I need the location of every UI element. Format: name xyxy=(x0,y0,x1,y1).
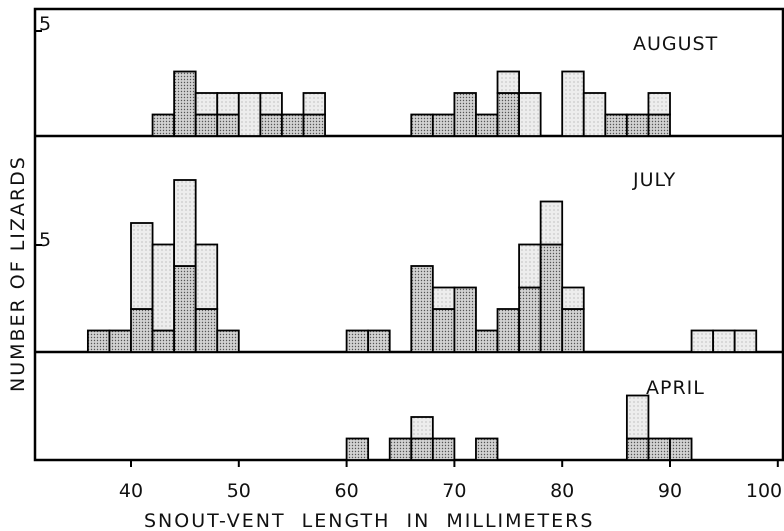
x-tick-label: 70 xyxy=(442,480,466,502)
bar-july-lower xyxy=(475,329,499,353)
x-tick-label: 100 xyxy=(746,480,782,502)
bar-august-upper xyxy=(518,92,542,137)
bar-april-lower xyxy=(388,437,413,461)
bar-august-lower xyxy=(194,113,219,137)
bar-august-upper xyxy=(647,92,671,116)
bar-july-upper xyxy=(561,286,585,310)
panel-label-july: JULY xyxy=(632,169,676,191)
bar-april-upper xyxy=(625,394,650,440)
x-tick-label: 50 xyxy=(227,480,251,502)
bar-july-upper xyxy=(151,243,176,332)
bar-july-upper xyxy=(539,200,564,246)
bar-july-upper xyxy=(173,179,197,267)
bar-august-lower xyxy=(302,113,326,137)
bars-layer xyxy=(86,70,758,461)
bar-july-lower xyxy=(518,286,542,353)
bar-april-lower xyxy=(410,437,434,461)
bar-july-lower xyxy=(86,329,111,353)
bar-august-lower xyxy=(647,113,671,137)
bar-august-lower xyxy=(453,92,477,137)
y-tick-label-august: 5 xyxy=(39,13,51,35)
bar-august-upper xyxy=(496,70,520,94)
bar-august-upper xyxy=(302,92,326,116)
bar-august-lower xyxy=(216,113,240,137)
bar-august-lower xyxy=(151,113,176,137)
bar-april-lower xyxy=(647,437,671,461)
bar-july-lower xyxy=(108,329,132,353)
bar-april-lower xyxy=(431,437,456,461)
x-axis-title: SNOUT-VENT LENGTH IN MILLIMETERS xyxy=(144,510,594,531)
panel-label-april: APRIL xyxy=(646,377,705,399)
bar-july-upper xyxy=(194,243,219,310)
bar-july-upper xyxy=(733,329,758,353)
bar-april-lower xyxy=(625,437,650,461)
x-tick-label: 60 xyxy=(335,480,359,502)
bar-july-upper xyxy=(518,243,542,289)
bar-april-upper xyxy=(410,416,434,440)
bar-april-lower xyxy=(475,437,499,461)
bar-august-upper xyxy=(582,92,607,137)
x-tick-label: 40 xyxy=(119,480,143,502)
bar-july-lower xyxy=(410,265,434,353)
bar-july-lower xyxy=(561,308,585,353)
bar-august-lower xyxy=(496,92,520,137)
bar-july-upper xyxy=(431,286,456,310)
bar-august-upper xyxy=(259,92,283,116)
bar-august-lower xyxy=(173,70,197,137)
bar-august-lower xyxy=(625,113,650,137)
bar-july-lower xyxy=(130,308,154,353)
bar-july-lower xyxy=(431,308,456,353)
bar-august-lower xyxy=(259,113,283,137)
bar-july-lower xyxy=(216,329,240,353)
bar-august-lower xyxy=(410,113,434,137)
bar-august-lower xyxy=(431,113,456,137)
bar-july-lower xyxy=(345,329,370,353)
x-ticks-layer: 40 50 60 70 80 90 100 xyxy=(119,460,782,502)
bar-april-lower xyxy=(345,437,370,461)
x-tick-label: 80 xyxy=(550,480,574,502)
bar-july-upper xyxy=(712,329,736,353)
x-tick-label: 90 xyxy=(658,480,682,502)
bar-august-upper xyxy=(561,70,585,137)
bar-july-lower xyxy=(151,329,176,353)
bar-july-upper xyxy=(130,222,154,310)
y-tick-label-july: 5 xyxy=(39,229,51,251)
y-axis-title: NUMBER OF LIZARDS xyxy=(7,155,29,392)
bar-july-lower xyxy=(453,286,477,353)
bar-august-lower xyxy=(475,113,499,137)
bar-july-lower xyxy=(539,243,564,353)
bar-august-lower xyxy=(281,113,305,137)
bar-august-upper xyxy=(237,92,262,137)
bar-july-lower xyxy=(194,308,219,353)
panel-label-august: AUGUST xyxy=(633,33,718,55)
bar-april-lower xyxy=(669,437,693,461)
bar-july-lower xyxy=(173,265,197,353)
bar-july-upper xyxy=(690,329,715,353)
bar-august-upper xyxy=(216,92,240,116)
bar-august-upper xyxy=(194,92,219,116)
bar-july-lower xyxy=(367,329,391,353)
bar-august-lower xyxy=(604,113,628,137)
bar-july-lower xyxy=(496,308,520,353)
